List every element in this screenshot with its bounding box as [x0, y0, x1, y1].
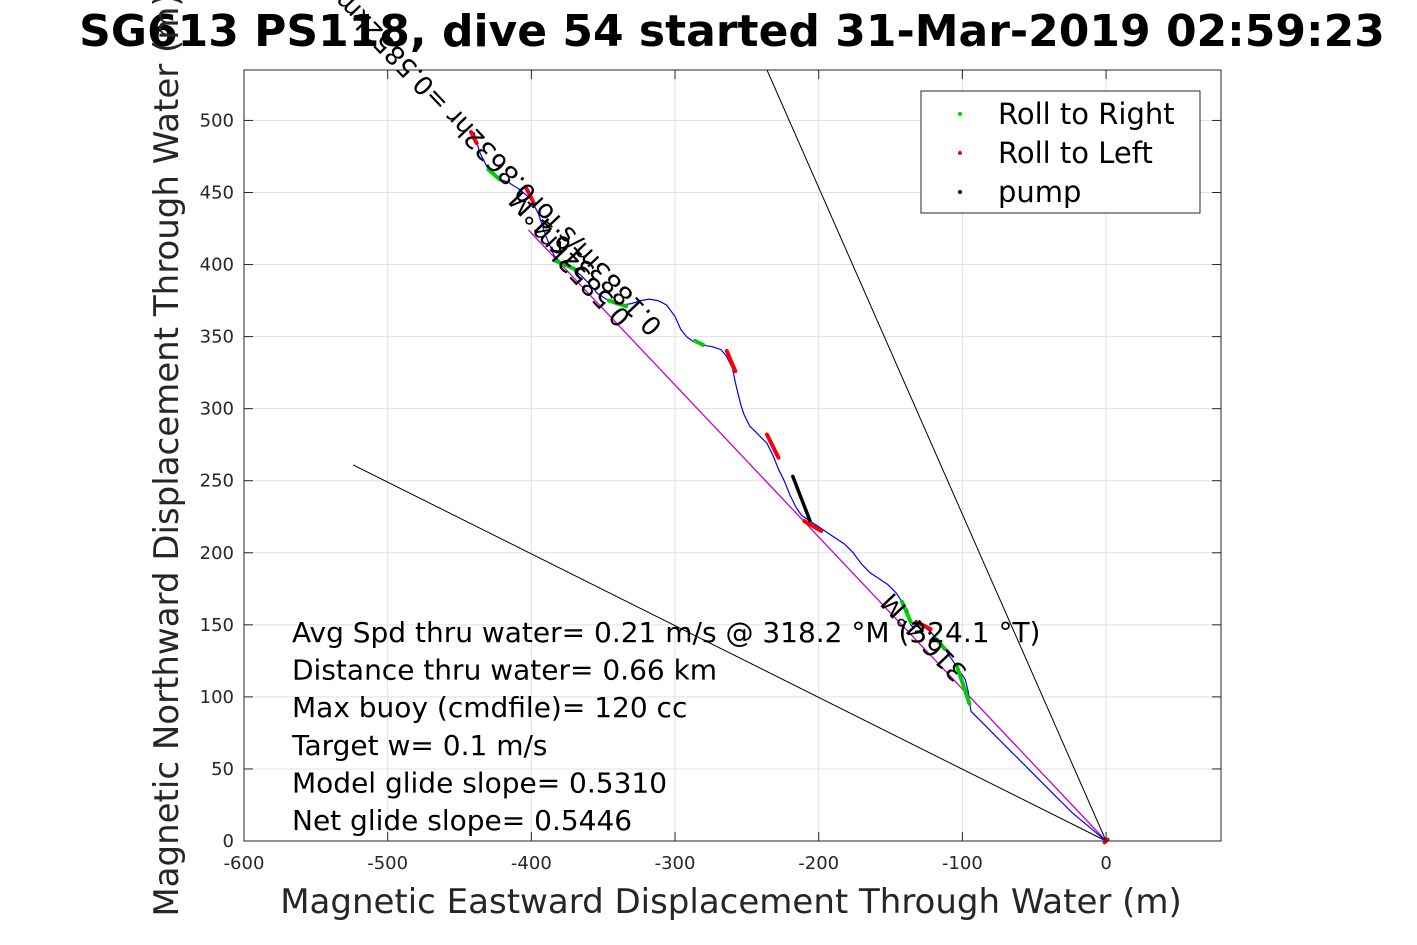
roll-right-marker	[486, 167, 502, 182]
roll-left-marker	[914, 619, 933, 632]
net-displacement-segment	[528, 229, 1107, 842]
roll-left-marker	[802, 519, 824, 534]
annotation-line: Model glide slope= 0.5310	[292, 766, 667, 799]
y-tick-label: 350	[200, 327, 234, 348]
y-tick-label: 400	[200, 255, 234, 276]
chart-title: SG613 PS118, dive 54 started 31-Mar-2019…	[79, 6, 1385, 57]
x-axis-label: Magnetic Eastward Displacement Through W…	[280, 882, 1182, 922]
y-axis-ticks: 0 50 100 150 200 250 300 350 400 450 500	[200, 110, 1221, 852]
annotation-line: Net glide slope= 0.5446	[292, 804, 632, 837]
y-tick-label: 0	[223, 831, 234, 852]
roll-pump-markers	[469, 130, 1110, 845]
y-tick-label: 450	[200, 182, 234, 203]
x-tick-label: -400	[511, 853, 552, 874]
legend-marker	[958, 190, 962, 194]
annotation-line: Target w= 0.1 m/s	[291, 729, 548, 762]
legend-marker	[958, 112, 962, 116]
roll-right-marker	[954, 663, 972, 707]
roll-right-marker	[934, 637, 948, 652]
roll-right-marker	[900, 599, 913, 624]
x-tick-label: 0	[1100, 853, 1111, 874]
net-displacement-line	[528, 229, 1107, 842]
roll-right-marker	[693, 338, 706, 348]
y-axis-label: Magnetic Northward Displacement Through …	[147, 0, 187, 917]
roll-right-marker	[606, 298, 629, 309]
pump-marker	[791, 474, 812, 523]
x-axis-ticks: -600 -500 -400 -300 -200 -100 0	[224, 70, 1112, 874]
reference-line-south	[352, 464, 1107, 842]
y-tick-label: 100	[200, 687, 234, 708]
reference-lines	[352, 69, 1107, 842]
roll-left-marker	[523, 184, 537, 206]
annotation-line: Max buoy (cmdfile)= 120 cc	[292, 691, 687, 724]
x-tick-label: -100	[942, 853, 983, 874]
x-tick-label: -500	[367, 853, 408, 874]
track-line	[473, 131, 1107, 842]
roll-left-marker	[469, 130, 479, 146]
y-tick-label: 50	[211, 759, 234, 780]
y-tick-label: 500	[200, 110, 234, 131]
statistics-annotations: Avg Spd thru water= 0.21 m/s @ 318.2 °M …	[291, 616, 1040, 837]
legend-label: Roll to Right	[998, 97, 1175, 131]
y-tick-label: 150	[200, 615, 234, 636]
roll-left-marker	[765, 432, 781, 460]
plot-border	[243, 69, 1222, 842]
legend-marker	[958, 151, 962, 155]
reference-line-north	[766, 69, 1107, 842]
legend: Roll to Right Roll to Left pump	[920, 90, 1201, 214]
x-tick-label: -200	[798, 853, 839, 874]
y-tick-label: 200	[200, 543, 234, 564]
roll-left-marker	[724, 349, 738, 374]
annotation-line: Avg Spd thru water= 0.21 m/s @ 318.2 °M …	[292, 616, 1040, 649]
legend-label: Roll to Left	[998, 136, 1153, 170]
y-tick-label: 300	[200, 399, 234, 420]
y-tick-label: 250	[200, 471, 234, 492]
legend-box	[920, 90, 1201, 214]
dive-track	[473, 131, 1107, 842]
x-tick-label: -600	[224, 853, 265, 874]
annotation-line: Distance thru water= 0.66 km	[292, 654, 717, 687]
x-tick-label: -300	[655, 853, 696, 874]
legend-label: pump	[998, 175, 1081, 209]
roll-right-marker	[552, 258, 577, 271]
